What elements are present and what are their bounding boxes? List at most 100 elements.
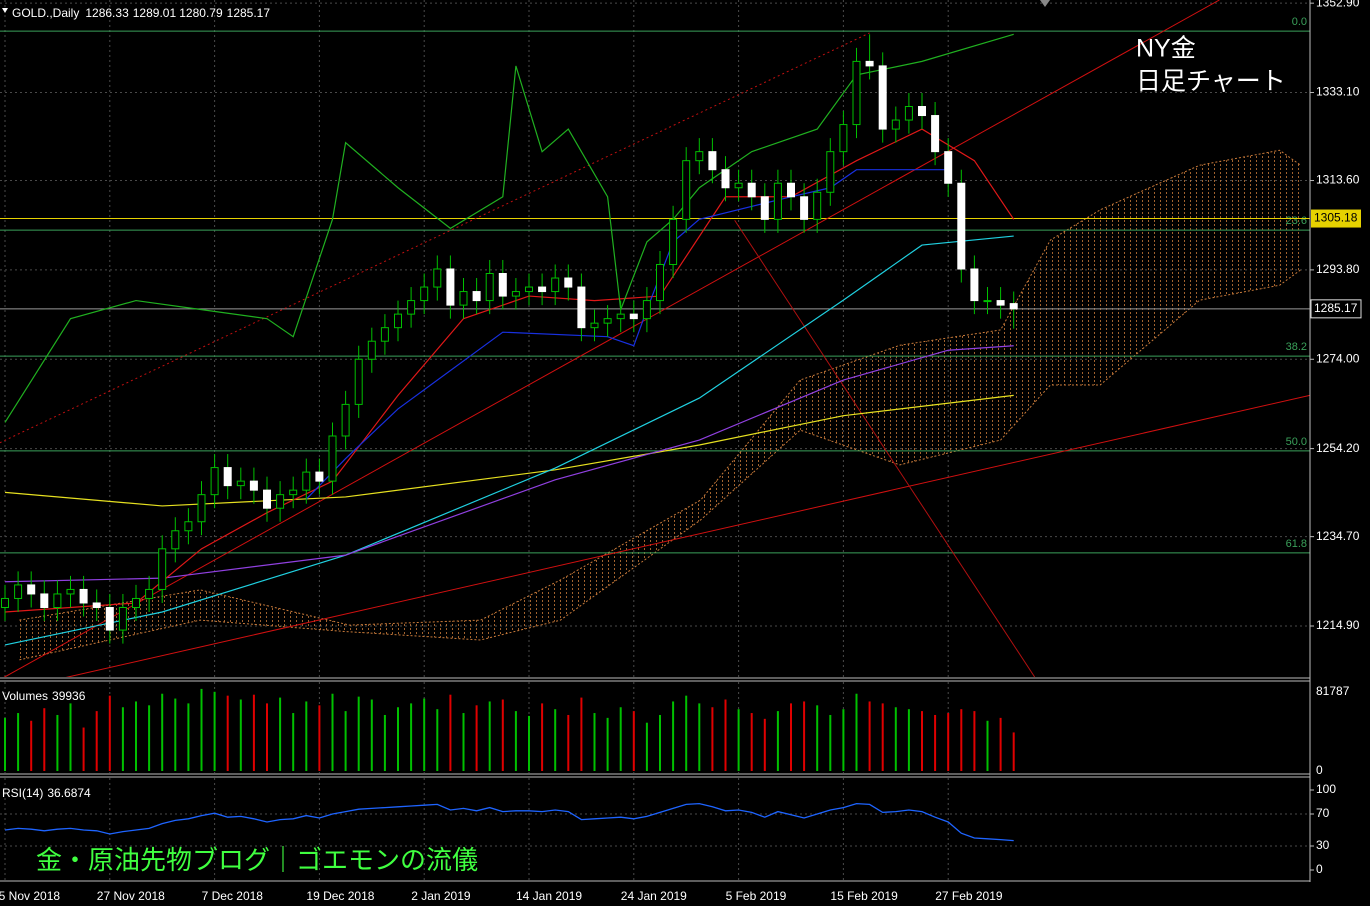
candle-body — [642, 300, 651, 320]
volume-bar — [894, 707, 897, 771]
volume-bar — [790, 703, 792, 771]
volume-bar — [724, 699, 727, 771]
candle-body — [53, 593, 62, 608]
y-tick-label: 1293.80 — [1316, 262, 1360, 276]
volume-bar — [436, 709, 439, 771]
fib-label: 61.8 — [1286, 538, 1307, 550]
candle-body — [787, 182, 795, 198]
candle-body — [263, 489, 271, 509]
candle-body — [276, 494, 285, 509]
candle-body — [472, 291, 481, 302]
candle-body — [904, 106, 913, 121]
candle-body — [66, 588, 75, 595]
y-tick-label: 1352.90 — [1316, 0, 1360, 9]
candle-body — [800, 196, 809, 220]
fib-label: 23.6 — [1286, 215, 1307, 227]
volume-bar — [816, 705, 819, 771]
volume-bar — [659, 714, 661, 771]
x-tick-label: 19 Dec 2018 — [306, 889, 374, 903]
volume-bar — [69, 703, 72, 771]
volume-last: 39936 — [52, 689, 86, 703]
candle-body — [289, 489, 298, 496]
volume-bar — [56, 714, 59, 771]
volume-bar — [449, 694, 452, 771]
candle-body — [446, 268, 455, 306]
candle-body — [315, 471, 324, 482]
volume-bar — [252, 694, 255, 771]
fib-label: 38.2 — [1286, 341, 1307, 353]
current-price-box — [1310, 299, 1362, 319]
volume-bar — [750, 713, 753, 771]
volume-bar — [43, 708, 46, 771]
candle-body — [511, 291, 520, 297]
volume-bar — [829, 714, 832, 771]
volume-bar — [475, 705, 478, 771]
candle-body — [14, 584, 23, 599]
candle-body — [682, 160, 691, 220]
candle-body — [236, 480, 245, 487]
volume-bar — [567, 714, 570, 771]
volume-bar — [645, 722, 648, 771]
volume-bar — [960, 709, 963, 771]
volume-bar — [986, 720, 989, 771]
x-tick-label: 15 Feb 2019 — [830, 889, 898, 903]
volume-bar — [135, 701, 137, 771]
candle-body — [158, 548, 167, 590]
candle-body — [420, 286, 429, 302]
volume-bar — [934, 714, 937, 771]
volume-bar — [737, 709, 740, 771]
candle-body — [459, 291, 468, 306]
y-tick-label: 30 — [1316, 838, 1330, 852]
candle-body — [27, 584, 36, 595]
y-tick-label: 1333.10 — [1316, 85, 1360, 99]
candle-body — [354, 358, 363, 405]
volume-bar — [108, 695, 111, 771]
current-price-label: 1285.17 — [1314, 301, 1358, 315]
last-open: 1286.33 — [85, 6, 129, 20]
candle-body — [957, 182, 966, 270]
candle-body — [577, 286, 586, 329]
y-tick-label: 1214.90 — [1316, 618, 1360, 632]
trend-line — [3, 0, 1220, 677]
volume-bar — [1012, 732, 1015, 771]
volume-bar — [305, 701, 308, 771]
volume-bar — [187, 703, 190, 771]
candle-body — [747, 182, 756, 198]
volume-bar — [318, 705, 321, 771]
candle-body — [328, 435, 337, 482]
candle-body — [970, 268, 979, 302]
candle-body — [852, 60, 861, 126]
volume-bar — [239, 699, 242, 771]
trend-line — [734, 219, 1036, 677]
candle-body — [1, 597, 9, 608]
volume-bar — [410, 703, 413, 771]
candle-body — [839, 124, 848, 153]
blog-name: 金・原油先物ブログ｜ゴエモンの流儀 — [36, 845, 478, 875]
x-tick-label: 14 Jan 2019 — [516, 889, 582, 903]
volume-bar — [344, 711, 347, 771]
candle-body — [996, 300, 1005, 306]
price-label-box — [1311, 209, 1361, 228]
candle-body — [105, 606, 114, 631]
volume-bar — [383, 714, 386, 771]
y-tick-label: 1234.70 — [1316, 529, 1360, 543]
indicator-line — [4, 33, 1014, 423]
candle-body — [721, 169, 730, 189]
volume-bar — [541, 703, 544, 771]
fib-label: 0.0 — [1292, 16, 1307, 28]
annotation: 日足チャート — [1136, 68, 1286, 96]
volume-bar — [30, 720, 33, 771]
rsi-title-text: RSI(14) — [2, 786, 43, 800]
candle-body — [40, 593, 49, 608]
candle-body — [433, 268, 442, 288]
volume-bar — [606, 717, 609, 771]
candle-body — [551, 277, 560, 293]
y-tick-label: 100 — [1316, 782, 1336, 796]
price-panel: 0.0 23.6 38.2 50.0 61.8 — [0, 0, 1310, 677]
volume-bar — [803, 701, 806, 771]
y-tick-label: 1274.00 — [1316, 351, 1360, 365]
marker — [1040, 0, 1050, 7]
candle-body — [249, 480, 258, 491]
